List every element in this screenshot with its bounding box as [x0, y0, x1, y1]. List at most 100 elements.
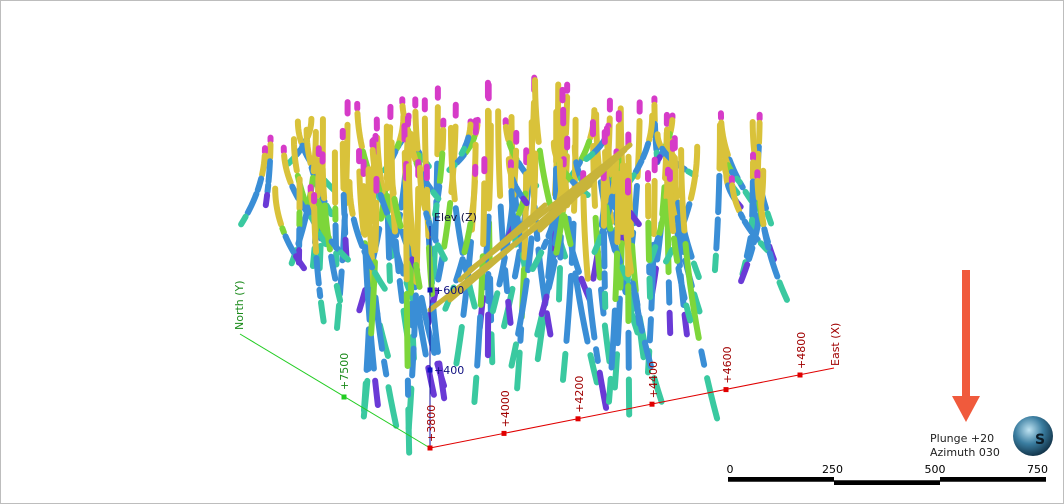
drillhole-segment — [392, 238, 402, 275]
drillhole-segment — [573, 159, 582, 175]
north-tick-label: +7500 — [338, 353, 351, 390]
drillhole-segment — [430, 189, 442, 202]
drillhole-segment — [423, 210, 431, 221]
drillhole-segment — [461, 258, 470, 274]
scale-bar: 0 250 500 750 — [727, 463, 1048, 485]
drillhole-segment — [439, 127, 447, 152]
drillhole-segment — [425, 219, 439, 244]
drillhole-segment — [733, 175, 743, 186]
drillhole-segment — [430, 302, 441, 355]
north-axis-label: North (Y) — [233, 280, 246, 330]
drillhole-segment — [562, 93, 571, 137]
drillhole-segment — [776, 279, 790, 303]
scale-label: 250 — [822, 463, 843, 476]
drillhole-segment — [310, 128, 319, 175]
drillhole-segment — [538, 293, 550, 318]
drillhole-segment — [596, 369, 610, 411]
drillhole-segment — [412, 108, 421, 152]
drillhole-segment — [244, 190, 260, 216]
drillhole-segment — [629, 280, 646, 334]
drillhole-segment — [656, 198, 669, 237]
drillhole-segment — [452, 205, 466, 256]
drillhole-segment — [340, 191, 348, 218]
drillhole-segment — [339, 140, 347, 192]
east-tick-label: +4000 — [499, 390, 512, 427]
drillhole-segment — [316, 286, 324, 300]
drillhole-segment — [682, 240, 702, 341]
drillhole-segment — [619, 162, 626, 235]
drillhole-segment — [254, 175, 265, 194]
drillhole-segment — [663, 247, 675, 265]
east-tick-label: +4400 — [647, 361, 660, 398]
drillhole-segment — [591, 233, 604, 255]
drillhole-segment — [342, 121, 351, 207]
drillhole-segment — [743, 235, 754, 260]
drillhole-segment — [650, 177, 658, 238]
drillhole-segment — [583, 151, 596, 163]
drillhole-segment — [381, 358, 390, 378]
drillhole-segment — [453, 324, 465, 367]
drillhole-segment — [328, 238, 341, 252]
drillhole-segment — [729, 182, 743, 214]
drillhole-segment — [627, 209, 642, 228]
drillhole-segment — [761, 226, 772, 251]
drillhole-segment — [264, 181, 272, 195]
drillhole-segment — [405, 163, 418, 257]
drillhole-segment — [670, 152, 681, 200]
drillhole-segment — [505, 298, 514, 326]
drillhole-segment — [721, 158, 729, 176]
drillhole-segment — [486, 122, 494, 210]
east-tick-label: +4600 — [721, 346, 734, 383]
drillhole-segment — [238, 213, 249, 228]
drillhole-segment — [550, 139, 561, 164]
drillhole-segment — [525, 235, 535, 274]
drillhole-segment — [723, 170, 731, 187]
east-tick — [501, 430, 507, 436]
drillhole-segment — [611, 351, 621, 391]
drillhole-segment — [495, 108, 504, 199]
drillhole-segment — [614, 170, 622, 246]
drillhole-segment — [523, 153, 534, 193]
compass-globe[interactable] — [1013, 416, 1053, 456]
drillhole-segment — [371, 269, 388, 292]
drillhole-segment — [683, 302, 694, 324]
drillhole-segment — [681, 311, 690, 338]
drillhole-segment — [418, 294, 438, 356]
drillhole-segment — [259, 152, 268, 178]
scale-label: 0 — [727, 463, 734, 476]
drillhole-segment — [393, 140, 402, 152]
drillhole-segment — [279, 225, 287, 236]
drillhole-segment — [514, 349, 523, 392]
drillhole-segment — [511, 248, 523, 280]
drillhole-segment — [766, 250, 781, 280]
drillhole-segment — [534, 311, 546, 338]
drillhole-segment — [637, 331, 647, 361]
drillhole-segment — [337, 249, 351, 263]
drillhole-segment — [532, 77, 542, 145]
drillhole-segment — [372, 199, 380, 254]
drillhole-segment — [741, 218, 761, 243]
drillhole-segment — [691, 291, 703, 315]
drillhole-segment — [715, 172, 723, 216]
drillhole-segment — [690, 260, 702, 281]
drillhole-segment — [391, 195, 404, 230]
drillhole-segment — [453, 256, 466, 284]
drillhole-segment — [609, 158, 620, 195]
drillhole-segment — [377, 192, 391, 217]
drillhole-segment — [405, 406, 413, 456]
drillhole-segment — [462, 134, 478, 156]
view-arrow-head — [952, 396, 980, 422]
drillhole-segment — [653, 234, 662, 246]
drillhole-segment — [571, 143, 579, 164]
drillhole-segment — [388, 157, 397, 197]
drillhole-segment — [354, 110, 365, 150]
east-tick-label: +3800 — [425, 405, 438, 442]
drillhole-segment — [537, 147, 628, 233]
drillhole-segment — [372, 294, 386, 352]
drillhole-segment — [646, 316, 654, 344]
elev-tick-label: +600 — [434, 284, 464, 297]
drillhole-segment — [350, 216, 366, 250]
drillhole-segment — [619, 264, 630, 282]
azimuth-label: Azimuth 030 — [930, 446, 1000, 459]
drillhole-segment — [434, 242, 448, 262]
